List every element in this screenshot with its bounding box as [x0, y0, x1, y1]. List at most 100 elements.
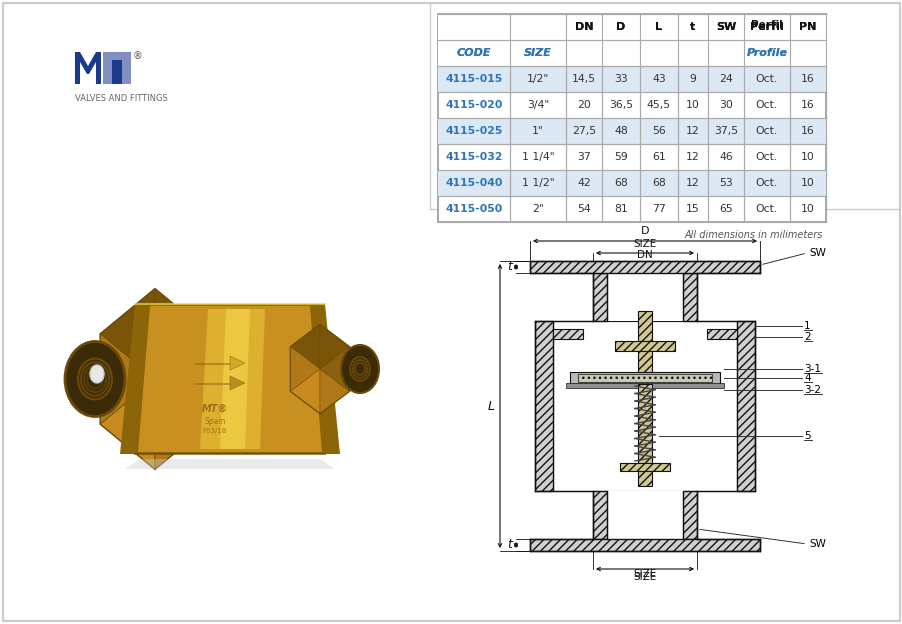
Text: L: L — [655, 22, 662, 32]
Ellipse shape — [90, 365, 104, 383]
Text: L: L — [655, 22, 662, 32]
Text: 27,5: 27,5 — [571, 126, 595, 136]
Polygon shape — [155, 289, 209, 379]
Text: 10: 10 — [686, 100, 699, 110]
Text: 48: 48 — [613, 126, 627, 136]
Polygon shape — [75, 52, 101, 84]
Text: 59: 59 — [613, 152, 627, 162]
Bar — [103, 62, 112, 84]
Text: Oct.: Oct. — [755, 178, 778, 188]
Polygon shape — [120, 304, 340, 454]
Text: 20: 20 — [576, 100, 590, 110]
Text: F03/18: F03/18 — [203, 428, 227, 434]
Polygon shape — [155, 334, 209, 424]
Text: t: t — [507, 539, 511, 552]
Text: MT®: MT® — [202, 404, 228, 414]
Text: 45,5: 45,5 — [646, 100, 670, 110]
Polygon shape — [319, 347, 349, 391]
Text: 42: 42 — [576, 178, 590, 188]
Text: SW: SW — [715, 22, 735, 32]
Text: Spain: Spain — [204, 416, 226, 426]
Text: SW: SW — [808, 248, 825, 258]
Bar — [736, 321, 754, 491]
Text: 4115-025: 4115-025 — [445, 126, 502, 136]
Text: Oct.: Oct. — [755, 74, 778, 84]
Polygon shape — [290, 325, 319, 369]
Polygon shape — [319, 325, 349, 369]
Text: SIZE: SIZE — [632, 572, 656, 582]
Bar — [437, 14, 825, 222]
Polygon shape — [220, 309, 250, 449]
Bar — [577, 374, 711, 382]
Polygon shape — [195, 356, 244, 370]
Bar — [706, 329, 736, 339]
Text: 15: 15 — [686, 204, 699, 214]
Text: CODE: CODE — [456, 48, 491, 58]
Text: SW: SW — [715, 22, 735, 32]
Polygon shape — [319, 369, 349, 413]
Text: PN: PN — [798, 22, 815, 32]
Text: Perfil: Perfil — [750, 22, 783, 32]
Text: 16: 16 — [800, 100, 814, 110]
Text: SIZE: SIZE — [632, 569, 656, 579]
Bar — [552, 329, 583, 339]
Text: SIZE: SIZE — [523, 48, 551, 58]
Text: t: t — [690, 22, 695, 32]
Text: Profile: Profile — [746, 48, 787, 58]
Ellipse shape — [341, 345, 379, 393]
Text: 37,5: 37,5 — [713, 126, 737, 136]
Polygon shape — [100, 289, 155, 379]
Polygon shape — [290, 369, 319, 413]
Bar — [593, 491, 606, 539]
Text: 4115-032: 4115-032 — [445, 152, 502, 162]
Text: 1/2": 1/2" — [526, 74, 548, 84]
Text: Profile: Profile — [746, 48, 787, 58]
Bar — [593, 273, 606, 321]
Bar — [682, 273, 696, 321]
Bar — [620, 463, 669, 471]
Text: 43: 43 — [651, 74, 665, 84]
Text: ®: ® — [133, 51, 143, 61]
Text: All dimensions in milimeters: All dimensions in milimeters — [684, 230, 822, 240]
Text: 54: 54 — [576, 204, 590, 214]
Polygon shape — [100, 334, 155, 424]
Bar — [606, 273, 682, 321]
Text: D: D — [640, 226, 649, 236]
Text: Oct.: Oct. — [755, 204, 778, 214]
Text: 10: 10 — [800, 204, 814, 214]
Text: 1": 1" — [531, 126, 543, 136]
Bar — [552, 321, 736, 491]
Text: 81: 81 — [613, 204, 627, 214]
Text: PN: PN — [798, 22, 815, 32]
Text: 24: 24 — [718, 74, 732, 84]
Text: 12: 12 — [686, 152, 699, 162]
Polygon shape — [138, 306, 322, 452]
Text: 4115-050: 4115-050 — [445, 204, 502, 214]
Bar — [638, 311, 651, 372]
Text: 68: 68 — [651, 178, 665, 188]
Text: D: D — [616, 22, 625, 32]
Text: L: L — [487, 399, 494, 412]
Text: 14,5: 14,5 — [571, 74, 595, 84]
Bar — [534, 321, 552, 491]
Text: 2: 2 — [803, 332, 810, 342]
Bar — [122, 62, 131, 84]
Text: Oct.: Oct. — [755, 100, 778, 110]
Text: DN: DN — [574, 22, 593, 32]
Text: Oct.: Oct. — [755, 152, 778, 162]
Bar — [529, 539, 759, 551]
Polygon shape — [290, 347, 319, 391]
Text: 3/4": 3/4" — [526, 100, 548, 110]
Text: 12: 12 — [686, 178, 699, 188]
Polygon shape — [124, 459, 335, 469]
Text: 46: 46 — [718, 152, 732, 162]
Text: 5: 5 — [803, 431, 810, 441]
Text: Perfil: Perfil — [750, 20, 782, 30]
Text: 4: 4 — [803, 373, 810, 383]
Text: SW: SW — [808, 539, 825, 549]
Bar — [614, 341, 675, 351]
Text: 3-1: 3-1 — [803, 364, 820, 374]
Text: 16: 16 — [800, 74, 814, 84]
Text: 65: 65 — [718, 204, 732, 214]
Bar — [437, 170, 825, 196]
